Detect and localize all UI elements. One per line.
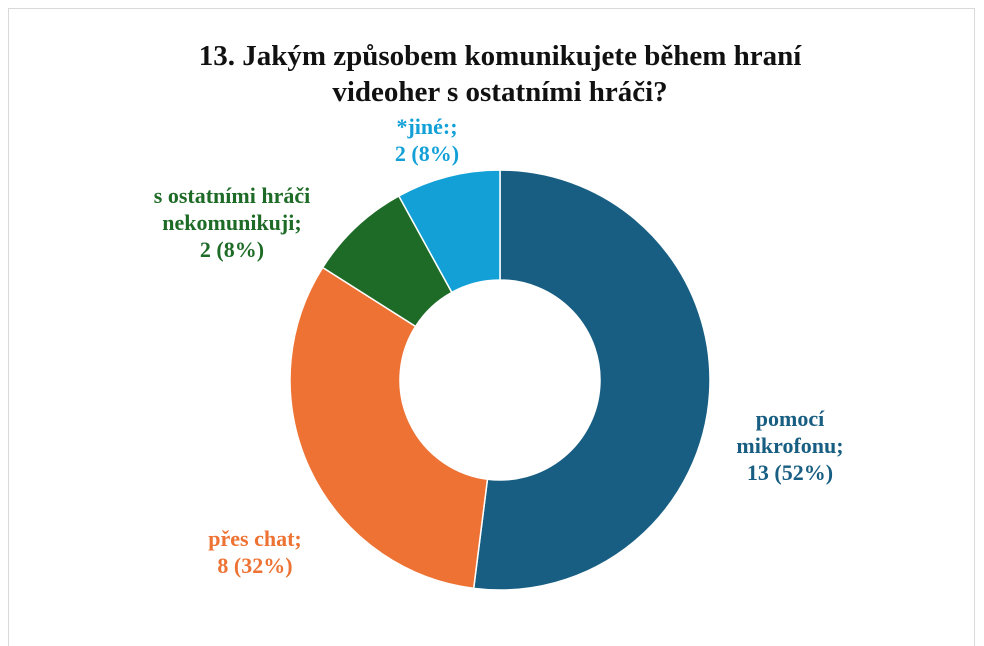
donut-slice	[472, 169, 711, 591]
donut-slice	[289, 266, 489, 590]
category-label: *jiné:;	[396, 114, 458, 139]
data-label: s ostatními hráči nekomunikuji; 2 (8%)	[132, 182, 332, 263]
chart-title: 13. Jakým způsobem komunikujete během hr…	[198, 40, 802, 108]
category-label: pomocí mikrofonu;	[736, 405, 844, 458]
data-label: pomocí mikrofonu; 13 (52%)	[720, 405, 860, 486]
data-label: *jiné:; 2 (8%)	[367, 113, 487, 167]
value-label: 2 (8%)	[199, 236, 265, 262]
value-label: 8 (32%)	[217, 553, 293, 578]
value-label: 2 (8%)	[394, 141, 460, 166]
category-label: přes chat;	[208, 526, 302, 551]
data-label: přes chat; 8 (32%)	[185, 525, 325, 579]
chart-border	[8, 8, 975, 646]
value-label: 13 (52%)	[746, 459, 834, 485]
category-label: s ostatními hráči nekomunikuji;	[153, 182, 311, 235]
donut-slice	[397, 169, 501, 294]
